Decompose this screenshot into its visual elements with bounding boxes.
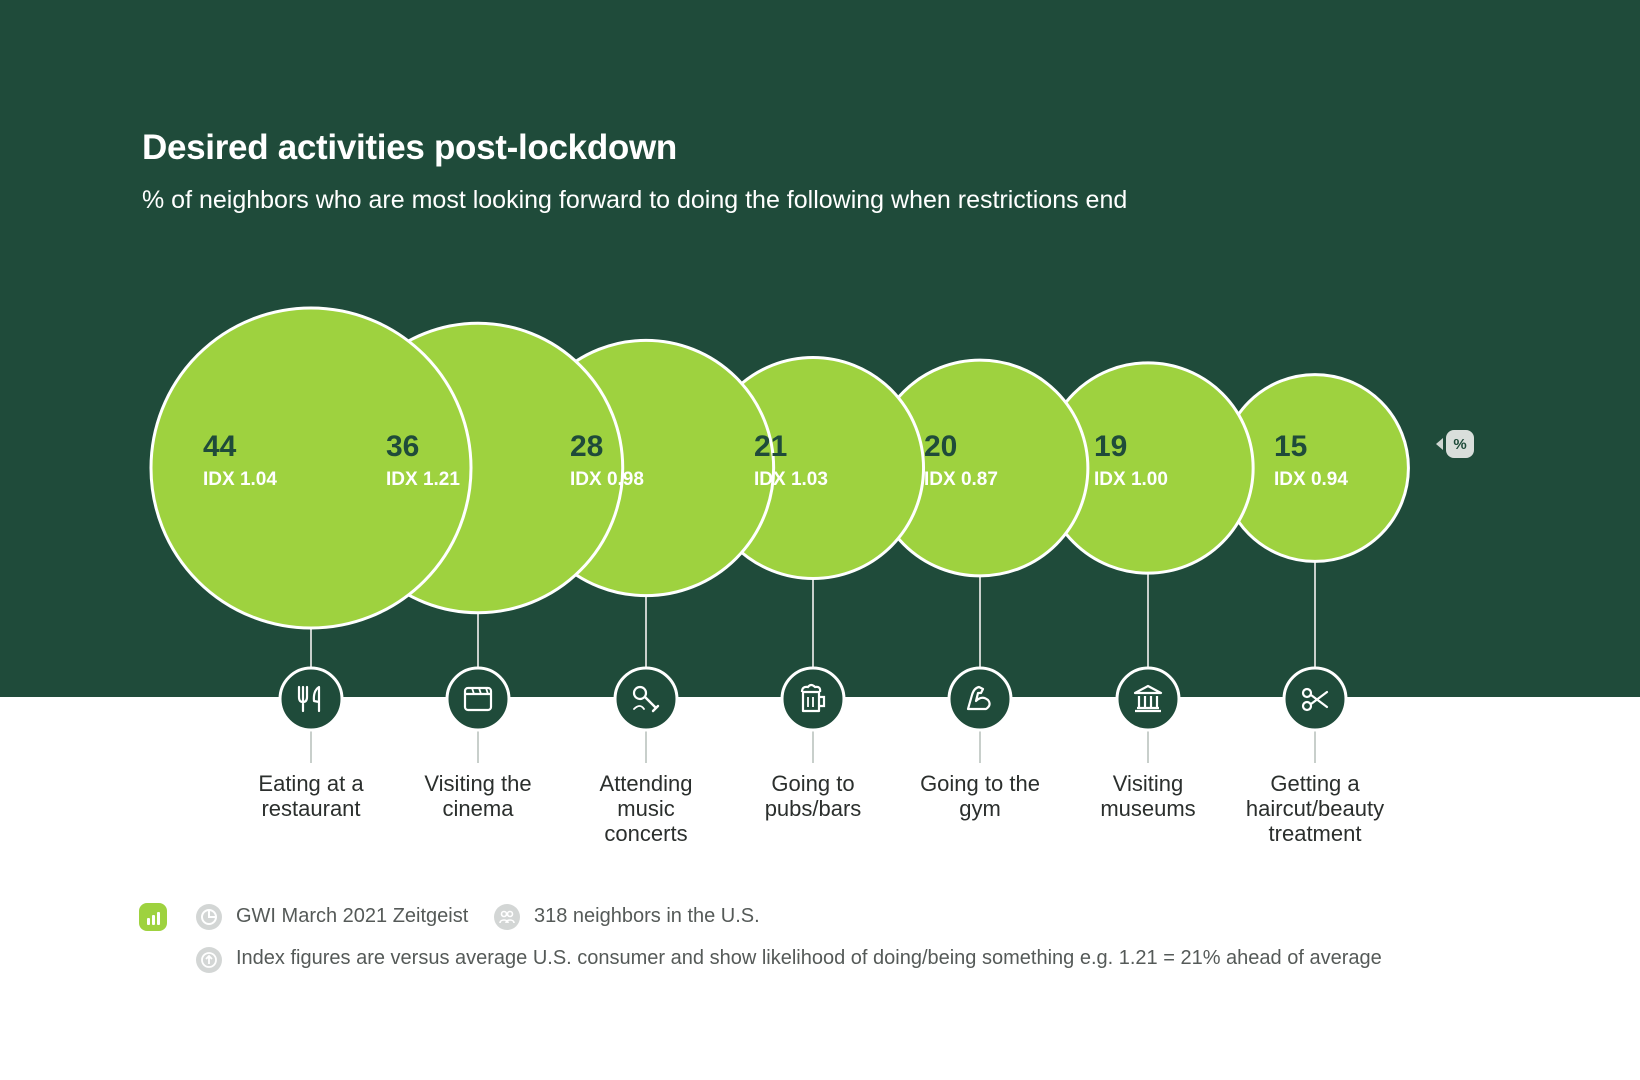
category-label: Going to xyxy=(771,771,854,796)
pie-chart-icon xyxy=(196,904,222,930)
beer-mug-icon xyxy=(780,666,846,732)
value-label: 15 xyxy=(1274,430,1307,463)
category-label: restaurant xyxy=(261,796,360,821)
museum-icon xyxy=(1115,666,1181,732)
category-label: cinema xyxy=(443,796,515,821)
index-label: IDX 1.03 xyxy=(754,469,828,490)
clapperboard-icon xyxy=(445,666,511,732)
chart-subtitle: % of neighbors who are most looking forw… xyxy=(142,186,1128,214)
category-label: concerts xyxy=(604,821,687,846)
category-label: pubs/bars xyxy=(765,796,862,821)
microphone-icon xyxy=(613,666,679,732)
percent-toggle[interactable]: % xyxy=(1436,430,1478,458)
index-label: IDX 0.94 xyxy=(1274,469,1348,490)
category-label: gym xyxy=(959,796,1001,821)
bar-chart-icon[interactable] xyxy=(139,903,167,931)
source-text: GWI March 2021 Zeitgeist xyxy=(236,905,469,927)
category-label: Visiting the xyxy=(424,771,531,796)
value-label: 44 xyxy=(203,430,237,463)
category-label: Getting a xyxy=(1270,771,1360,796)
category-label: Attending xyxy=(600,771,693,796)
sample-text: 318 neighbors in the U.S. xyxy=(534,905,760,927)
category-label: treatment xyxy=(1269,821,1362,846)
value-label: 20 xyxy=(924,430,957,463)
note-text: Index figures are versus average U.S. co… xyxy=(236,947,1382,969)
cutlery-icon xyxy=(278,666,344,732)
category-label: Eating at a xyxy=(258,771,364,796)
arrow-up-icon xyxy=(196,947,222,973)
chart-title: Desired activities post-lockdown xyxy=(142,128,677,167)
index-label: IDX 0.87 xyxy=(924,469,998,490)
value-label: 21 xyxy=(754,430,787,463)
percent-toggle-label: % xyxy=(1446,430,1474,458)
index-label: IDX 1.21 xyxy=(386,469,460,490)
scissors-icon xyxy=(1282,666,1348,732)
index-label: IDX 1.04 xyxy=(203,469,277,490)
chevron-left-icon xyxy=(1436,438,1443,450)
bubble-1[interactable] xyxy=(149,306,473,630)
category-label: music xyxy=(617,796,674,821)
index-label: IDX 1.00 xyxy=(1094,469,1168,490)
category-label: haircut/beauty xyxy=(1246,796,1384,821)
category-label: Going to the xyxy=(920,771,1040,796)
value-label: 19 xyxy=(1094,430,1127,463)
value-label: 28 xyxy=(570,430,603,463)
category-label: museums xyxy=(1100,796,1195,821)
index-label: IDX 0.98 xyxy=(570,469,644,490)
bubble-mark xyxy=(149,306,473,630)
value-label: 36 xyxy=(386,430,419,463)
category-label: Visiting xyxy=(1113,771,1184,796)
people-icon xyxy=(494,904,520,930)
flexed-arm-icon xyxy=(947,666,1013,732)
